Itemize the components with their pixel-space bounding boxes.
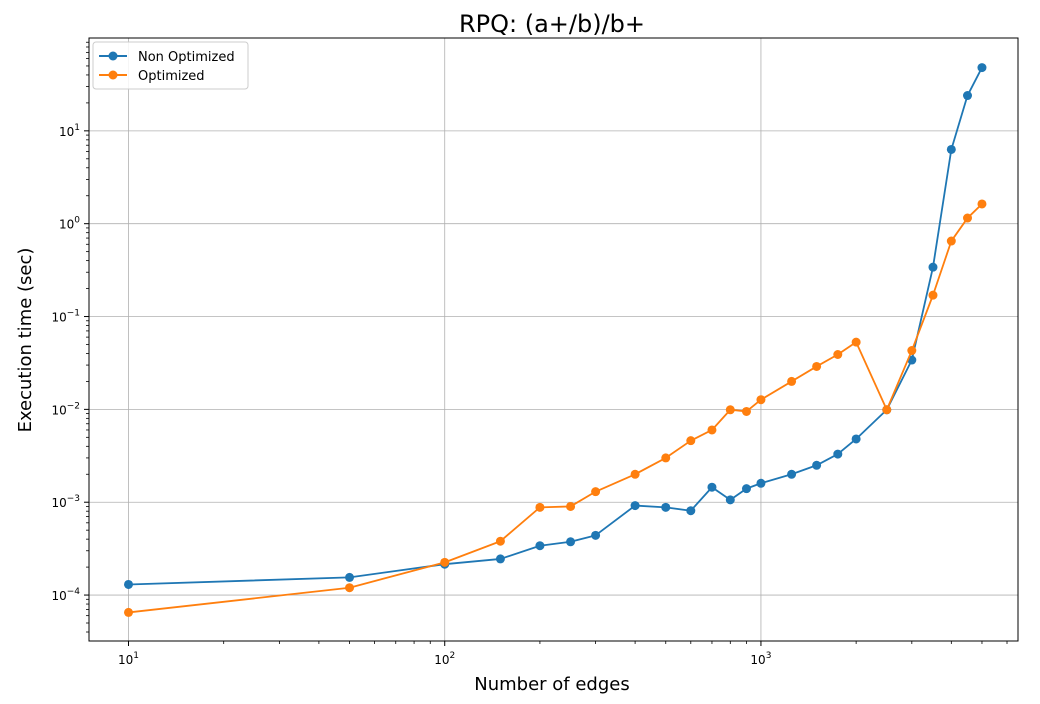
data-point-non-optimized	[707, 482, 717, 492]
legend-frame	[92, 41, 249, 90]
x-axis-label: Number of edges	[474, 674, 629, 695]
data-point-optimized	[566, 501, 576, 511]
data-point-optimized	[928, 290, 938, 300]
data-point-non-optimized	[946, 144, 956, 154]
data-point-optimized	[962, 213, 972, 223]
data-point-non-optimized	[741, 484, 751, 494]
y-tick-label: 10−4	[51, 587, 80, 603]
x-tick-label: 103	[750, 651, 771, 667]
data-point-optimized	[707, 425, 717, 435]
y-axis-label: Execution time (sec)	[15, 248, 36, 433]
data-point-non-optimized	[630, 501, 640, 511]
data-point-optimized	[977, 199, 987, 209]
data-point-non-optimized	[495, 554, 505, 564]
data-point-non-optimized	[725, 495, 735, 505]
x-tick-label: 102	[434, 651, 455, 667]
data-point-non-optimized	[686, 506, 696, 516]
data-point-optimized	[535, 502, 545, 512]
series-layer	[124, 63, 987, 617]
data-point-optimized	[882, 405, 892, 415]
y-axis: 10−4 10−3 10−2 10−1 100 101	[51, 41, 89, 633]
legend: Non Optimized Optimized	[92, 41, 249, 90]
data-point-optimized	[440, 557, 450, 567]
data-point-optimized	[907, 346, 917, 356]
data-point-non-optimized	[962, 91, 972, 101]
data-point-optimized	[725, 405, 735, 415]
data-point-non-optimized	[535, 541, 545, 551]
data-point-optimized	[686, 436, 696, 446]
data-point-non-optimized	[566, 537, 576, 547]
data-point-optimized	[741, 406, 751, 416]
legend-marker-non-optimized	[108, 51, 118, 61]
series-optimized	[124, 199, 987, 617]
data-point-non-optimized	[928, 262, 938, 272]
grid	[89, 38, 1018, 641]
data-point-optimized	[756, 395, 766, 405]
data-point-optimized	[124, 607, 134, 617]
data-point-optimized	[812, 361, 822, 371]
legend-label-non-optimized: Non Optimized	[138, 50, 235, 65]
data-point-optimized	[630, 469, 640, 479]
y-tick-label: 101	[59, 123, 80, 139]
series-non-optimized	[124, 63, 987, 589]
data-point-optimized	[851, 337, 861, 347]
y-tick-label: 10−3	[51, 494, 80, 510]
y-tick-label: 100	[59, 216, 80, 232]
legend-marker-optimized	[108, 70, 118, 80]
data-point-non-optimized	[787, 469, 797, 479]
data-point-optimized	[591, 487, 601, 497]
series-line-non-optimized	[128, 67, 983, 586]
data-point-optimized	[345, 583, 355, 593]
data-point-non-optimized	[812, 460, 822, 470]
data-point-optimized	[946, 236, 956, 246]
data-point-non-optimized	[591, 530, 601, 540]
data-point-non-optimized	[851, 434, 861, 444]
data-point-non-optimized	[661, 502, 671, 512]
data-point-non-optimized	[756, 478, 766, 488]
data-point-optimized	[833, 349, 843, 359]
x-tick-label: 101	[118, 651, 139, 667]
data-point-non-optimized	[977, 63, 987, 73]
y-tick-label: 10−1	[51, 309, 80, 325]
data-point-optimized	[495, 536, 505, 546]
y-tick-label: 10−2	[51, 401, 80, 417]
data-point-non-optimized	[345, 572, 355, 582]
series-line-optimized	[128, 203, 983, 614]
plot-area	[88, 37, 1019, 642]
data-point-optimized	[661, 453, 671, 463]
data-point-non-optimized	[833, 449, 843, 459]
chart-title: RPQ: (a+/b)/b+	[459, 10, 645, 38]
data-point-optimized	[787, 376, 797, 386]
x-axis: 101 102 103	[118, 641, 1008, 667]
data-point-non-optimized	[124, 579, 134, 589]
legend-label-optimized: Optimized	[138, 69, 205, 84]
